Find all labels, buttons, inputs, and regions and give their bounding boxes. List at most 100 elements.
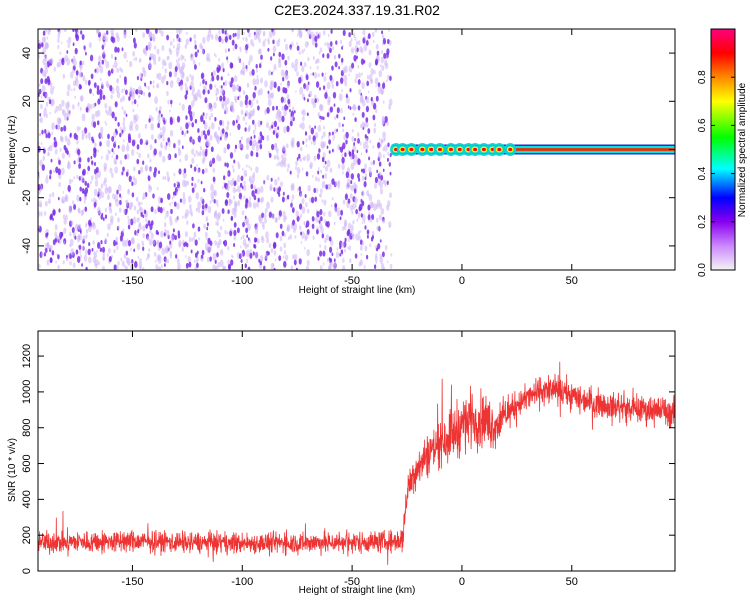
figure-title: C2E3.2024.337.19.31.R02 — [274, 2, 440, 18]
noise-speckle — [42, 155, 46, 162]
noise-speckle — [104, 36, 108, 43]
noise-speckle — [284, 71, 289, 79]
noise-speckle — [224, 36, 228, 43]
noise-speckle — [221, 185, 224, 190]
noise-speckle — [215, 87, 220, 95]
noise-speckle — [57, 38, 60, 44]
noise-speckle — [189, 37, 192, 42]
noise-speckle — [317, 177, 320, 182]
noise-speckle — [156, 84, 158, 88]
noise-speckle — [352, 112, 355, 116]
noise-speckle — [360, 58, 365, 66]
noise-speckle — [182, 171, 187, 179]
noise-speckle — [135, 29, 138, 32]
noise-speckle — [317, 256, 320, 261]
noise-speckle — [223, 175, 226, 181]
noise-speckle — [192, 59, 196, 65]
noise-speckle — [296, 173, 299, 179]
noise-speckle — [169, 49, 173, 56]
noise-speckle — [193, 231, 197, 238]
noise-speckle — [262, 40, 266, 47]
noise-speckle — [57, 124, 60, 131]
noise-speckle — [95, 66, 100, 74]
noise-speckle — [47, 198, 52, 205]
noise-speckle — [261, 236, 265, 244]
noise-speckle — [66, 101, 71, 109]
noise-speckle — [375, 60, 378, 66]
noise-speckle — [102, 256, 105, 261]
noise-speckle — [125, 250, 129, 256]
noise-speckle — [314, 72, 318, 79]
noise-speckle — [363, 264, 366, 269]
noise-speckle — [283, 126, 287, 134]
noise-speckle — [387, 142, 390, 148]
noise-speckle — [220, 225, 223, 231]
noise-speckle — [316, 153, 321, 160]
noise-speckle — [281, 196, 285, 203]
noise-speckle — [200, 72, 205, 80]
noise-speckle — [54, 224, 58, 231]
noise-speckle — [314, 131, 319, 139]
noise-speckle — [255, 68, 258, 73]
noise-speckle — [92, 240, 95, 245]
noise-speckle — [370, 161, 373, 166]
noise-speckle — [268, 125, 272, 131]
noise-speckle — [281, 230, 285, 237]
noise-speckle — [274, 216, 278, 223]
noise-speckle — [209, 200, 212, 204]
noise-speckle — [365, 117, 369, 123]
noise-speckle — [213, 52, 216, 57]
noise-speckle — [367, 33, 371, 40]
noise-speckle — [221, 128, 225, 134]
noise-speckle — [184, 212, 188, 220]
noise-speckle — [116, 67, 119, 73]
noise-speckle — [282, 86, 286, 94]
noise-speckle — [58, 61, 62, 68]
noise-speckle — [334, 262, 336, 266]
noise-speckle — [252, 201, 257, 209]
noise-speckle — [362, 29, 366, 36]
noise-speckle — [163, 222, 167, 228]
noise-speckle — [286, 125, 290, 133]
noise-speckle — [200, 115, 204, 123]
noise-speckle — [87, 132, 91, 139]
noise-speckle — [112, 239, 117, 247]
noise-speckle — [129, 60, 133, 68]
snr-series — [38, 361, 675, 565]
noise-speckle — [348, 73, 350, 77]
noise-speckle — [168, 61, 173, 70]
colorbar-tick-label: 0.6 — [697, 118, 708, 132]
noise-speckle — [301, 198, 305, 205]
noise-speckle — [389, 224, 391, 228]
noise-speckle — [134, 56, 138, 62]
noise-speckle — [295, 210, 300, 218]
noise-speckle — [127, 215, 129, 219]
noise-speckle — [139, 72, 143, 80]
x-tick-label: 0 — [459, 576, 465, 588]
noise-speckle — [205, 216, 209, 222]
noise-speckle — [222, 81, 225, 86]
noise-speckle — [280, 96, 284, 103]
noise-speckle — [308, 90, 313, 98]
noise-speckle — [117, 225, 120, 230]
noise-speckle — [184, 153, 189, 162]
noise-speckle — [151, 134, 154, 140]
noise-speckle — [349, 193, 353, 200]
noise-speckle — [320, 188, 323, 194]
noise-speckle — [53, 66, 56, 72]
noise-speckle — [335, 251, 340, 259]
noise-speckle — [288, 236, 290, 240]
noise-speckle — [64, 113, 68, 121]
noise-speckle — [211, 157, 216, 164]
noise-speckle — [338, 53, 341, 59]
noise-speckle — [85, 228, 89, 234]
noise-speckle — [89, 103, 93, 110]
noise-speckle — [376, 169, 379, 174]
noise-speckle — [386, 180, 389, 186]
noise-speckle — [115, 85, 120, 93]
x-tick-label: -100 — [231, 576, 253, 588]
noise-speckle — [384, 116, 388, 123]
noise-speckle — [381, 42, 384, 46]
noise-speckle — [94, 142, 97, 148]
